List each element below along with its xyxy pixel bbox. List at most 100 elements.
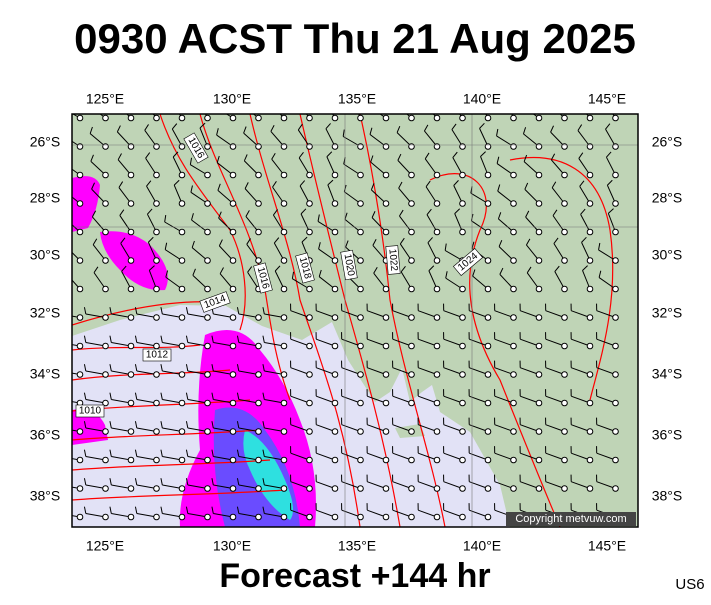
barb-station: [205, 343, 211, 349]
barb-station: [511, 286, 517, 292]
barb-station: [205, 315, 211, 321]
barb-station: [154, 372, 160, 378]
barb-station: [77, 201, 83, 207]
barb-station: [562, 315, 568, 321]
barb-station: [460, 315, 466, 321]
barb-station: [179, 172, 185, 178]
barb-station: [179, 457, 185, 463]
barb-station: [205, 258, 211, 264]
barb-station: [511, 258, 517, 264]
barb-station: [332, 457, 338, 463]
barb-station: [103, 514, 109, 520]
barb-station: [613, 400, 619, 406]
barb-station: [230, 486, 236, 492]
map-area: [59, 95, 638, 527]
barb-flag: [325, 95, 329, 100]
barb-station: [511, 457, 517, 463]
barb-station: [485, 400, 491, 406]
barb-station: [536, 315, 542, 321]
barb-station: [128, 429, 134, 435]
barb-station: [332, 201, 338, 207]
barb-station: [536, 172, 542, 178]
barb-station: [562, 400, 568, 406]
barb-station: [511, 172, 517, 178]
barb-station: [230, 144, 236, 150]
barb-station: [103, 172, 109, 178]
barb-station: [434, 172, 440, 178]
barb-station: [77, 258, 83, 264]
barb-station: [128, 144, 134, 150]
barb-station: [179, 514, 185, 520]
barb-flag: [59, 450, 60, 457]
barb-station: [332, 144, 338, 150]
barb-station: [307, 429, 313, 435]
barb-station: [485, 286, 491, 292]
barb-station: [613, 172, 619, 178]
barb-station: [409, 343, 415, 349]
lon-label-bottom: 140°E: [463, 538, 501, 554]
barb-station: [434, 457, 440, 463]
barb-station: [562, 343, 568, 349]
lat-label-right: 30°S: [652, 247, 683, 263]
barb-station: [613, 372, 619, 378]
barb-station: [562, 258, 568, 264]
isobar-label-text: 1012: [146, 350, 169, 361]
barb-station: [281, 457, 287, 463]
barb-station: [383, 400, 389, 406]
barb-station: [536, 144, 542, 150]
barb-flag: [270, 97, 273, 103]
barb-station: [154, 172, 160, 178]
barb-station: [307, 315, 313, 321]
barb-station: [179, 372, 185, 378]
barb-station: [281, 514, 287, 520]
barb-station: [460, 229, 466, 235]
barb-station: [613, 286, 619, 292]
barb-station: [332, 343, 338, 349]
barb-station: [205, 229, 211, 235]
barb-station: [128, 229, 134, 235]
barb-station: [256, 400, 262, 406]
barb-station: [179, 400, 185, 406]
barb-station: [434, 400, 440, 406]
barb-station: [205, 400, 211, 406]
barb-station: [587, 144, 593, 150]
barb-station: [281, 144, 287, 150]
barb-station: [358, 343, 364, 349]
barb-station: [536, 115, 542, 121]
barb-station: [230, 258, 236, 264]
barb-station: [536, 429, 542, 435]
barb-station: [383, 486, 389, 492]
barb-station: [256, 229, 262, 235]
barb-station: [332, 315, 338, 321]
barb-station: [460, 144, 466, 150]
barb-station: [205, 429, 211, 435]
barb-station: [485, 514, 491, 520]
barb-station: [230, 400, 236, 406]
lat-label-left: 34°S: [30, 366, 61, 382]
barb-flag: [506, 95, 511, 100]
barb-station: [562, 115, 568, 121]
barb-station: [128, 514, 134, 520]
barb-station: [485, 372, 491, 378]
barb-station: [613, 486, 619, 492]
barb-station: [485, 486, 491, 492]
barb-station: [383, 514, 389, 520]
barb-flag: [297, 96, 301, 102]
barb-station: [409, 201, 415, 207]
barb-station: [230, 514, 236, 520]
barb-station: [103, 429, 109, 435]
barb-station: [77, 286, 83, 292]
barb-station: [358, 457, 364, 463]
barb-station: [281, 343, 287, 349]
lat-label-right: 32°S: [652, 305, 683, 321]
barb-station: [409, 286, 415, 292]
barb-station: [103, 343, 109, 349]
barb-station: [77, 343, 83, 349]
lon-label-top: 130°E: [213, 91, 251, 107]
barb-station: [434, 115, 440, 121]
barb-station: [307, 486, 313, 492]
barb-station: [358, 400, 364, 406]
barb-station: [256, 115, 262, 121]
barb-station: [128, 400, 134, 406]
barb-station: [383, 115, 389, 121]
